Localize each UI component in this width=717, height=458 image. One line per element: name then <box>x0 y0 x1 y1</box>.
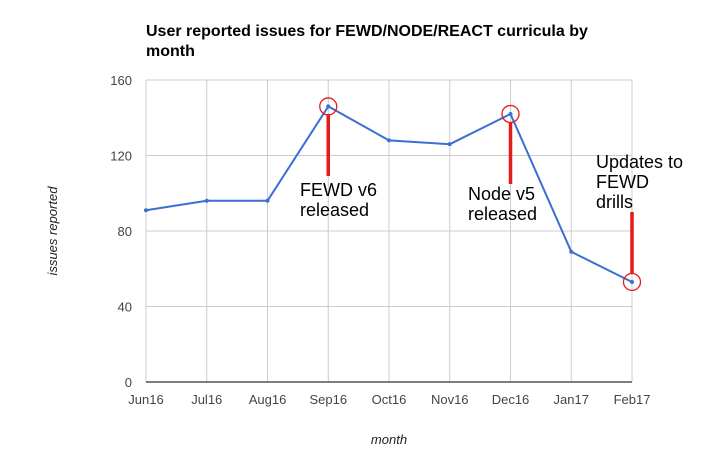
annotation-text-line: Updates to <box>596 152 683 172</box>
y-tick-label: 80 <box>118 224 132 239</box>
horizontal-gridlines <box>146 79 632 383</box>
annotation-text-line: Node v5 <box>468 184 535 204</box>
x-axis-ticks: Jun16 Jul16 Aug16 Sep16 Oct16 Nov16 Dec16 Jan17… <box>128 392 650 407</box>
data-point <box>447 142 452 147</box>
annotation-circle-marker <box>501 104 520 124</box>
annotation-text-line: FEWD <box>596 172 649 192</box>
annotation-text-line: drills <box>596 192 633 212</box>
series-group <box>144 104 634 284</box>
annotation-text-line: released <box>468 204 537 224</box>
data-point <box>630 279 634 284</box>
x-tick-label: Oct16 <box>372 392 407 407</box>
y-axis-label: issues reported <box>45 186 60 276</box>
x-tick-label: Jun16 <box>128 392 163 407</box>
chart-title-line-1: User reported issues for FEWD/NODE/REACT… <box>146 23 588 40</box>
y-tick-label: 0 <box>125 375 132 390</box>
x-axis-label: month <box>371 432 407 447</box>
y-axis-ticks: 0 40 80 120 160 <box>110 73 132 390</box>
data-point <box>387 138 391 143</box>
data-point <box>204 198 209 203</box>
x-tick-label: Sep16 <box>309 392 347 407</box>
x-tick-label: Dec16 <box>492 392 530 407</box>
data-point <box>265 198 270 203</box>
y-tick-label: 160 <box>110 73 132 88</box>
chart-title-line-2: month <box>146 43 195 60</box>
x-tick-label: Nov16 <box>431 392 469 407</box>
y-tick-label: 120 <box>110 149 132 164</box>
data-point <box>569 249 574 254</box>
x-tick-label: Jan17 <box>554 392 589 407</box>
x-tick-label: Aug16 <box>249 392 287 407</box>
data-point <box>326 104 331 109</box>
annotation-text-line: released <box>300 200 369 220</box>
data-point <box>144 208 148 213</box>
x-tick-label: Feb17 <box>614 392 651 407</box>
data-point <box>508 111 513 116</box>
y-tick-label: 40 <box>118 300 132 315</box>
x-tick-label: Jul16 <box>191 392 222 407</box>
annotation-text-line: FEWD v6 <box>300 180 377 200</box>
